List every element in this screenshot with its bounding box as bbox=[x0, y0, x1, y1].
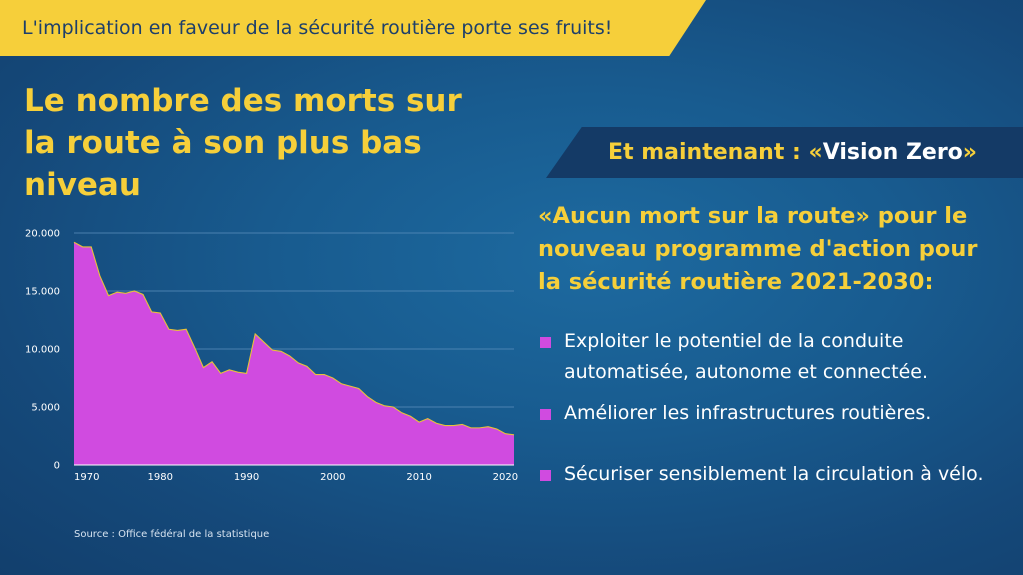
top-banner: L'implication en faveur de la sécurité r… bbox=[0, 0, 706, 56]
headline-line1: Le nombre des morts sur bbox=[24, 83, 462, 119]
square-bullet-icon bbox=[540, 470, 551, 481]
top-banner-text: L'implication en faveur de la sécurité r… bbox=[22, 17, 613, 39]
x-tick-label: 2000 bbox=[320, 472, 345, 483]
area-series bbox=[74, 242, 514, 465]
vision-suffix: » bbox=[962, 140, 977, 165]
square-bullet-icon bbox=[540, 337, 551, 348]
x-axis-ticks: 1970 1980 1990 2000 2010 2020 bbox=[74, 472, 518, 483]
vision-prefix: Et maintenant : « bbox=[608, 140, 823, 165]
program-heading: «Aucun mort sur la route» pour le nouvea… bbox=[538, 200, 1008, 299]
source-note: Source : Office fédéral de la statistiqu… bbox=[74, 529, 270, 540]
x-tick-label: 2020 bbox=[493, 472, 518, 483]
y-tick-label: 5.000 bbox=[31, 403, 60, 414]
headline: Le nombre des morts sur la route à son p… bbox=[24, 80, 524, 206]
y-tick-label: 10.000 bbox=[25, 345, 60, 356]
y-tick-label: 15.000 bbox=[25, 287, 60, 298]
program-line2: nouveau programme d'action pour bbox=[538, 236, 978, 262]
vision-zero-banner: Et maintenant : «Vision Zero» bbox=[546, 127, 1023, 178]
bullet-1-line2: automatisée, autonome et connectée. bbox=[564, 361, 928, 383]
x-tick-label: 1970 bbox=[74, 472, 99, 483]
x-tick-label: 1990 bbox=[234, 472, 259, 483]
y-axis-ticks: 0 5.000 10.000 15.000 20.000 bbox=[25, 229, 60, 472]
headline-line2: la route à son plus bas niveau bbox=[24, 125, 422, 203]
vision-name: Vision Zero bbox=[822, 140, 963, 165]
y-tick-label: 20.000 bbox=[25, 229, 60, 240]
y-tick-label: 0 bbox=[54, 461, 60, 472]
square-bullet-icon bbox=[540, 409, 551, 420]
bullet-3-text: Sécuriser sensiblement la circulation à … bbox=[564, 463, 984, 485]
program-line1: «Aucun mort sur la route» pour le bbox=[538, 203, 968, 229]
bullet-1-line1: Exploiter le potentiel de la conduite bbox=[564, 330, 904, 352]
x-tick-label: 1980 bbox=[148, 472, 173, 483]
program-line3: la sécurité routière 2021-2030: bbox=[538, 269, 934, 295]
bullet-2-text: Améliorer les infrastructures routières. bbox=[564, 402, 932, 424]
x-tick-label: 2010 bbox=[406, 472, 431, 483]
area-outline bbox=[73, 241, 515, 436]
